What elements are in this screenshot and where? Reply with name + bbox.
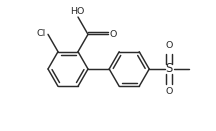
Text: O: O: [165, 42, 173, 50]
Text: O: O: [110, 30, 117, 39]
Text: S: S: [166, 62, 173, 75]
Text: HO: HO: [70, 7, 84, 16]
Text: Cl: Cl: [37, 29, 46, 38]
Text: O: O: [165, 88, 173, 97]
